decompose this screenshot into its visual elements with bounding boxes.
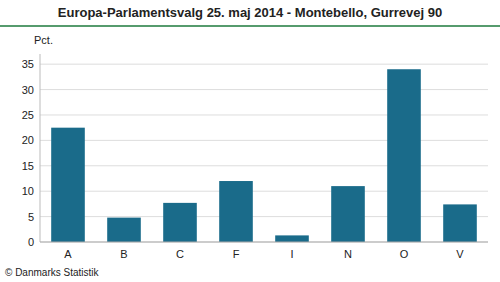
- bar: [163, 203, 197, 242]
- y-tick-label: 5: [28, 211, 34, 223]
- bar: [107, 218, 141, 242]
- x-tick-label: F: [233, 248, 240, 260]
- bar: [387, 69, 421, 242]
- x-tick-label: I: [290, 248, 293, 260]
- y-tick-label: 25: [22, 109, 34, 121]
- grid-line: [40, 242, 488, 243]
- x-tick-label: B: [120, 248, 127, 260]
- bars: [51, 69, 477, 242]
- y-tick-label: 10: [22, 185, 34, 197]
- x-axis-line: [40, 242, 488, 243]
- y-axis-label: Pct.: [34, 34, 53, 46]
- title-rule: [0, 25, 500, 27]
- footer: © Danmarks Statistik: [5, 267, 100, 278]
- bar: [443, 204, 477, 242]
- x-tick-label: A: [64, 248, 72, 260]
- y-tick-label: 0: [28, 236, 34, 248]
- grid-line: [40, 64, 488, 65]
- bar: [331, 186, 365, 242]
- y-tick-label: 30: [22, 84, 34, 96]
- bar: [275, 235, 309, 242]
- grid: [40, 64, 488, 242]
- x-tick-label: N: [344, 248, 352, 260]
- y-tick-label: 35: [22, 58, 34, 70]
- y-tick-label: 20: [22, 134, 34, 146]
- y-tick-label: 15: [22, 160, 34, 172]
- chart-container: Europa-Parlamentsvalg 25. maj 2014 - Mon…: [0, 0, 500, 282]
- chart: Europa-Parlamentsvalg 25. maj 2014 - Mon…: [0, 0, 500, 282]
- bar: [51, 128, 85, 242]
- x-tick-label: V: [456, 248, 464, 260]
- title: Europa-Parlamentsvalg 25. maj 2014 - Mon…: [58, 5, 442, 20]
- x-tick-label: C: [176, 248, 184, 260]
- y-axis-line: [40, 54, 41, 242]
- x-tick-label: O: [400, 248, 409, 260]
- bar: [219, 181, 253, 242]
